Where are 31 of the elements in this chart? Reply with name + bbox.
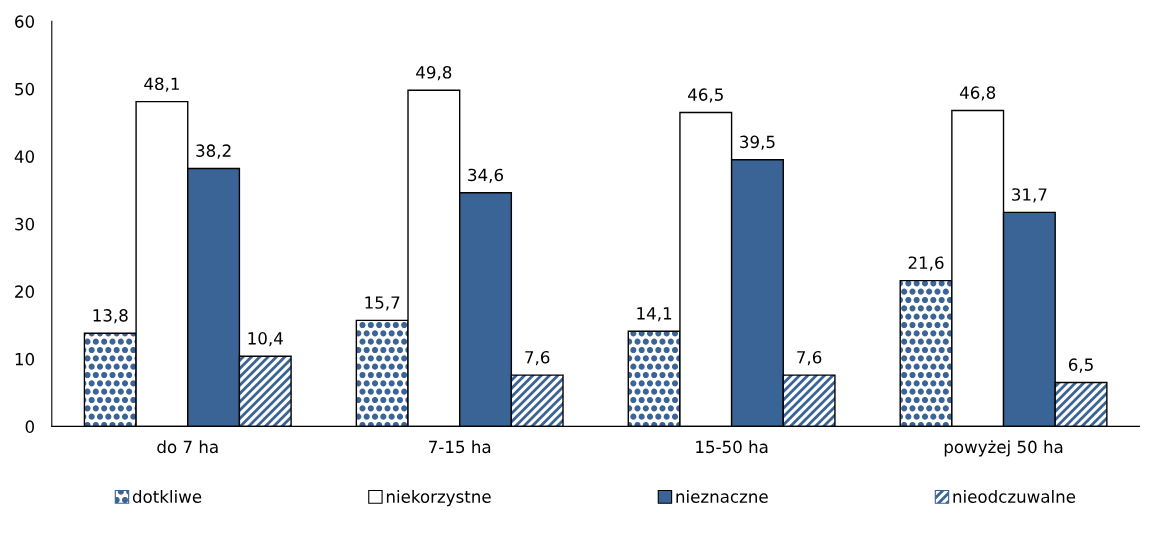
data-label: 39,5 xyxy=(740,135,775,150)
data-label: 21,6 xyxy=(908,256,944,271)
y-tick-label: 0 xyxy=(25,420,35,433)
y-tick-label: 30 xyxy=(15,217,35,231)
x-tick-label: powyżej 50 ha xyxy=(944,440,1063,457)
data-label: 48,1 xyxy=(144,77,179,92)
data-label: 46,8 xyxy=(959,86,996,101)
x-tick-label: do 7 ha xyxy=(157,440,218,454)
y-tick-label: 50 xyxy=(15,82,35,96)
legend-label: nieznaczne xyxy=(676,490,768,503)
data-label: 14,1 xyxy=(637,307,672,322)
legend-label: niekorzystne xyxy=(386,490,491,507)
x-tick-label: 15-50 ha xyxy=(696,440,768,454)
data-label: 6,5 xyxy=(1068,358,1093,373)
legend-label: nieodczuwalne xyxy=(953,490,1076,503)
data-label: 46,5 xyxy=(688,88,723,103)
data-label: 7,6 xyxy=(797,350,822,366)
y-tick-label: 60 xyxy=(15,15,35,28)
data-label: 34,6 xyxy=(468,168,504,183)
legend-label: dotkliwe xyxy=(132,490,202,503)
y-tick-label: 40 xyxy=(14,150,35,163)
y-tick-label: 10 xyxy=(15,352,35,366)
data-label: 49,8 xyxy=(416,66,452,81)
data-label: 38,2 xyxy=(196,144,231,159)
data-label: 31,7 xyxy=(1012,188,1047,203)
x-tick-label: 7-15 ha xyxy=(429,440,491,454)
data-label: 15,7 xyxy=(365,296,400,311)
y-tick-label: 20 xyxy=(15,285,35,298)
data-label: 13,8 xyxy=(93,309,128,324)
data-label: 10,4 xyxy=(248,332,283,347)
data-label: 7,6 xyxy=(525,350,550,366)
